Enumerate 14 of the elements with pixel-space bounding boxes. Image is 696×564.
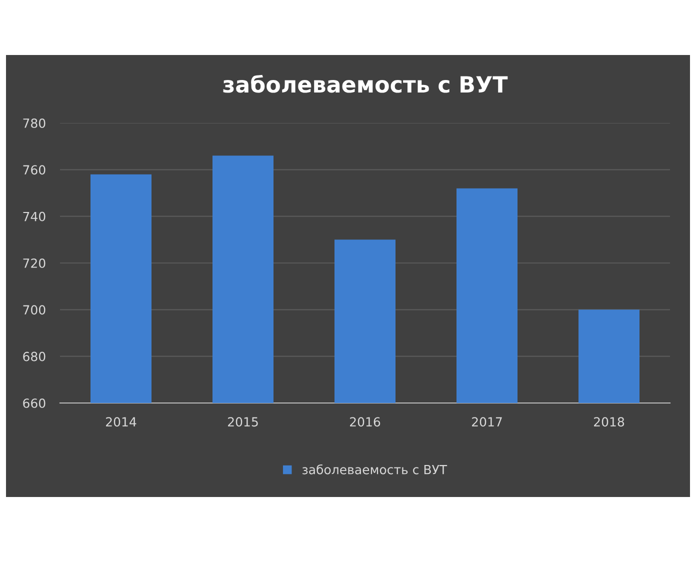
y-tick-label: 740 xyxy=(23,212,46,222)
x-tick-label: 2017 xyxy=(472,417,502,427)
x-tick-label: 2016 xyxy=(350,417,380,427)
y-tick-label: 720 xyxy=(23,258,46,268)
y-tick-label: 700 xyxy=(23,305,46,315)
y-tick-label: 660 xyxy=(23,398,46,408)
x-tick-label: 2015 xyxy=(228,417,258,427)
y-tick-label: 680 xyxy=(23,352,46,362)
chart-title: заболеваемость с ВУТ xyxy=(223,74,508,93)
y-tick-label: 760 xyxy=(23,165,46,175)
x-tick-label: 2018 xyxy=(594,417,624,427)
y-tick-label: 780 xyxy=(23,118,46,128)
legend-label: заболеваемость с ВУТ xyxy=(302,464,448,474)
x-tick-label: 2014 xyxy=(106,417,136,427)
